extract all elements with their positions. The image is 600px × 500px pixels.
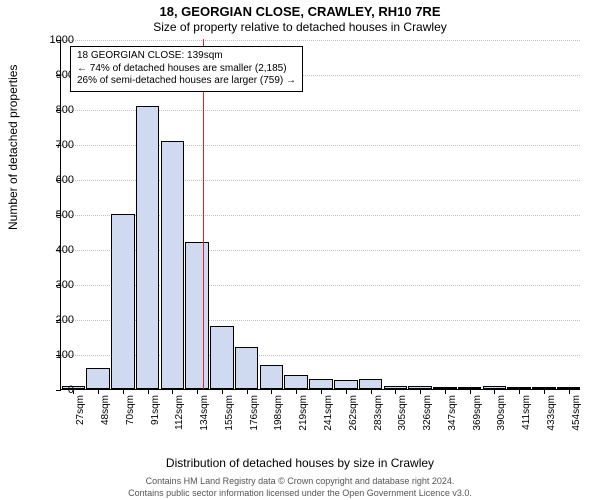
xtick-mark <box>569 389 570 394</box>
xtick-label: 305sqm <box>397 395 408 455</box>
xtick-mark <box>395 389 396 394</box>
xtick-label: 411sqm <box>521 395 532 455</box>
xtick-label: 48sqm <box>100 395 111 455</box>
xtick-mark <box>371 389 372 394</box>
chart-subtitle: Size of property relative to detached ho… <box>0 20 600 34</box>
xtick-mark <box>494 389 495 394</box>
gridline <box>61 40 580 41</box>
xtick-label: 433sqm <box>546 395 557 455</box>
xtick-mark <box>247 389 248 394</box>
xtick-mark <box>544 389 545 394</box>
xtick-mark <box>321 389 322 394</box>
xtick-label: 155sqm <box>224 395 235 455</box>
histogram-bar <box>235 347 259 389</box>
ytick-label: 0 <box>34 384 74 396</box>
histogram-bar <box>161 141 185 390</box>
xtick-label: 134sqm <box>199 395 210 455</box>
xtick-label: 390sqm <box>496 395 507 455</box>
histogram-bar <box>111 214 135 389</box>
xtick-label: 198sqm <box>273 395 284 455</box>
xtick-mark <box>123 389 124 394</box>
histogram-bar <box>185 242 209 389</box>
xtick-mark <box>445 389 446 394</box>
histogram-bar <box>260 365 284 390</box>
ytick-label: 300 <box>34 279 74 291</box>
ytick-label: 800 <box>34 104 74 116</box>
xtick-label: 369sqm <box>472 395 483 455</box>
ytick-label: 900 <box>34 69 74 81</box>
xtick-label: 326sqm <box>422 395 433 455</box>
histogram-bar <box>210 326 234 389</box>
annotation-line: ← 74% of detached houses are smaller (2,… <box>77 63 296 76</box>
plot-area <box>60 40 580 390</box>
xtick-label: 112sqm <box>174 395 185 455</box>
xtick-mark <box>420 389 421 394</box>
xtick-label: 241sqm <box>323 395 334 455</box>
xtick-mark <box>172 389 173 394</box>
xtick-mark <box>148 389 149 394</box>
ytick-label: 1000 <box>34 34 74 46</box>
ytick-label: 400 <box>34 244 74 256</box>
x-axis-label: Distribution of detached houses by size … <box>0 456 600 470</box>
y-axis-label: Number of detached properties <box>6 65 20 230</box>
xtick-mark <box>470 389 471 394</box>
ytick-label: 500 <box>34 209 74 221</box>
xtick-label: 283sqm <box>373 395 384 455</box>
annotation-line: 26% of semi-detached houses are larger (… <box>77 75 296 88</box>
xtick-label: 262sqm <box>348 395 359 455</box>
xtick-label: 176sqm <box>249 395 260 455</box>
xtick-label: 70sqm <box>125 395 136 455</box>
histogram-bar <box>359 379 383 390</box>
xtick-mark <box>346 389 347 394</box>
ytick-label: 600 <box>34 174 74 186</box>
annotation-box: 18 GEORGIAN CLOSE: 139sqm← 74% of detach… <box>70 46 303 92</box>
xtick-mark <box>519 389 520 394</box>
xtick-label: 454sqm <box>571 395 582 455</box>
ytick-label: 100 <box>34 349 74 361</box>
reference-line <box>203 39 204 389</box>
xtick-mark <box>197 389 198 394</box>
xtick-label: 219sqm <box>298 395 309 455</box>
ytick-label: 700 <box>34 139 74 151</box>
histogram-bar <box>284 375 308 389</box>
footer-line-2: Contains public sector information licen… <box>0 488 600 498</box>
xtick-mark <box>271 389 272 394</box>
xtick-label: 27sqm <box>75 395 86 455</box>
xtick-label: 91sqm <box>150 395 161 455</box>
chart-title: 18, GEORGIAN CLOSE, CRAWLEY, RH10 7RE <box>0 4 600 19</box>
xtick-label: 347sqm <box>447 395 458 455</box>
ytick-label: 200 <box>34 314 74 326</box>
annotation-line: 18 GEORGIAN CLOSE: 139sqm <box>77 50 296 63</box>
histogram-bar <box>86 368 110 389</box>
footer-line-1: Contains HM Land Registry data © Crown c… <box>0 476 600 486</box>
xtick-mark <box>222 389 223 394</box>
xtick-mark <box>296 389 297 394</box>
histogram-bar <box>334 380 358 389</box>
histogram-bar <box>309 379 333 390</box>
histogram-bar <box>136 106 160 390</box>
xtick-mark <box>98 389 99 394</box>
